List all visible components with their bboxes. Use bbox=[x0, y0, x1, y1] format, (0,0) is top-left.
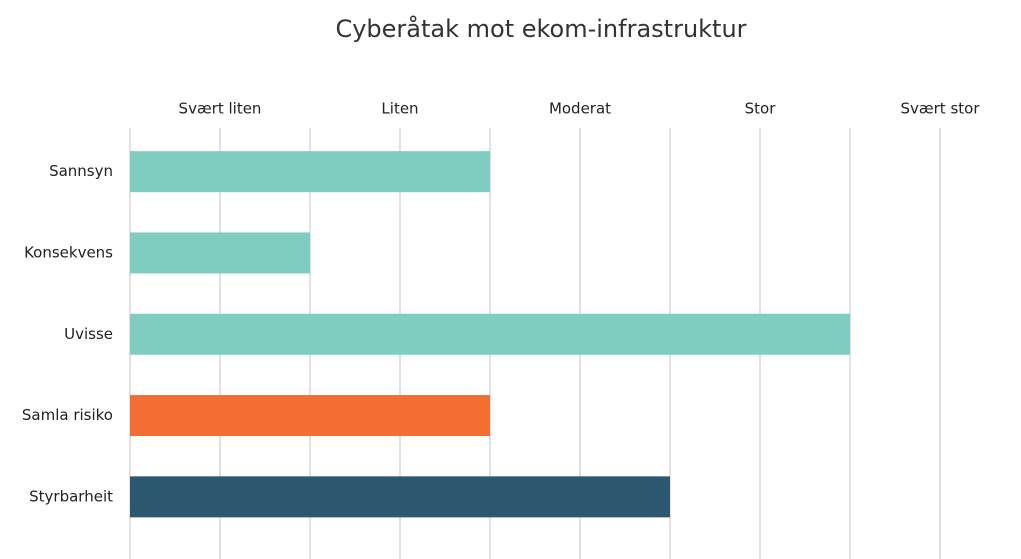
x-tick-label: Stor bbox=[745, 100, 777, 118]
chart-title: Cyberåtak mot ekom-infrastruktur bbox=[335, 14, 746, 43]
y-tick-label: Uvisse bbox=[64, 325, 113, 343]
x-tick-label: Moderat bbox=[549, 100, 611, 118]
y-tick-label: Sannsyn bbox=[49, 162, 113, 180]
y-tick-label: Samla risiko bbox=[22, 406, 113, 424]
x-tick-label: Svært liten bbox=[179, 100, 262, 118]
x-tick-label: Svært stor bbox=[901, 100, 981, 118]
bar bbox=[130, 476, 670, 518]
bar bbox=[130, 232, 310, 274]
y-tick-label: Konsekvens bbox=[24, 243, 113, 261]
bar bbox=[130, 313, 850, 355]
bar bbox=[130, 151, 490, 193]
x-tick-label: Liten bbox=[381, 100, 418, 118]
y-tick-label: Styrbarheit bbox=[29, 487, 113, 505]
bar bbox=[130, 395, 490, 437]
